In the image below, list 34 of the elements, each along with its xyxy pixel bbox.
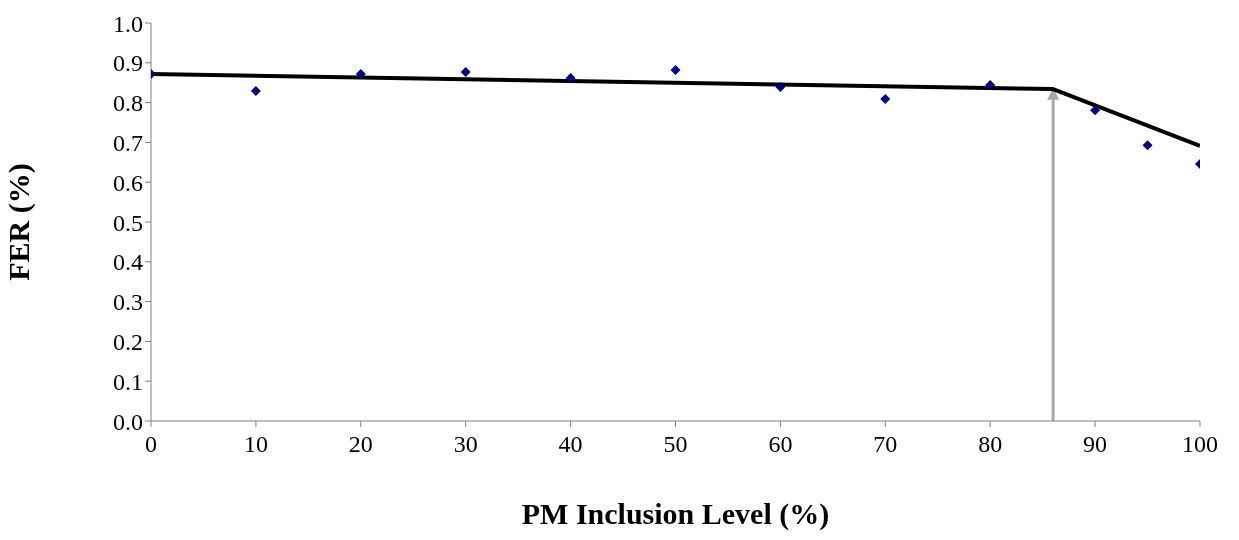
y-tick-label: 0.1 — [113, 368, 143, 395]
y-tick-label: 0.4 — [113, 249, 143, 276]
x-tick-label: 0 — [145, 431, 157, 458]
y-tick-label: 1.0 — [113, 10, 143, 37]
y-tick-label: 0.6 — [113, 169, 143, 196]
point — [250, 86, 261, 97]
point — [1142, 140, 1153, 151]
point — [880, 94, 891, 105]
x-tick-label: 100 — [1182, 431, 1218, 458]
point — [985, 80, 996, 91]
x-tick-label: 30 — [453, 431, 478, 458]
y-tick-label: 0.3 — [113, 289, 143, 316]
x-axis-title: PM Inclusion Level (%) — [521, 497, 830, 531]
point — [565, 72, 576, 83]
x-tick-label: 90 — [1083, 431, 1108, 458]
point — [670, 64, 681, 75]
x-tick-label: 10 — [243, 431, 268, 458]
point — [355, 68, 366, 79]
x-tick-label: 60 — [768, 431, 793, 458]
y-tick-label: 0.7 — [113, 129, 143, 156]
x-tick-label: 40 — [558, 431, 583, 458]
x-tick-label: 50 — [663, 431, 688, 458]
y-tick-label: 0.5 — [113, 209, 143, 236]
x-tick-label: 70 — [873, 431, 898, 458]
point — [775, 82, 786, 93]
y-tick-label: 0.0 — [113, 408, 143, 435]
y-axis-title: FER (%) — [1, 163, 36, 281]
y-tick-label: 0.8 — [113, 90, 143, 117]
y-tick-label: 0.2 — [113, 328, 143, 355]
y-tick-label: 0.9 — [113, 50, 143, 77]
point — [1090, 105, 1101, 116]
x-tick-label: 20 — [348, 431, 373, 458]
point — [460, 66, 471, 77]
x-tick-label: 80 — [978, 431, 1003, 458]
